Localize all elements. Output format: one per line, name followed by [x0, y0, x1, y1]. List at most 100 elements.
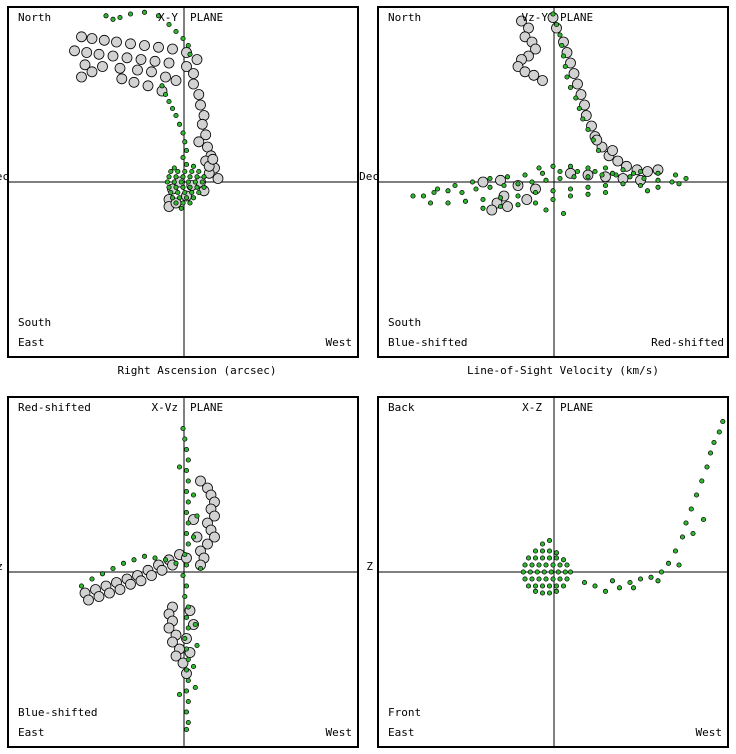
star-particle-point: [155, 13, 162, 19]
star-particle-point: [543, 562, 549, 568]
star-particle-point: [89, 576, 95, 582]
star-particle-point: [655, 578, 661, 584]
star-particle-point: [504, 174, 511, 180]
cloud-particle-point: [195, 475, 206, 487]
panel-plane-label: X-Vz: [152, 401, 179, 414]
star-particle-point: [641, 175, 647, 182]
panel-plane-label: X-Z: [522, 401, 542, 414]
star-particle-point: [546, 548, 553, 554]
cloud-particle-point: [98, 34, 110, 46]
cloud-particle-point: [86, 66, 98, 78]
star-particle-point: [189, 168, 195, 175]
cloud-particle-point: [116, 73, 128, 85]
cloud-particle-point: [97, 61, 108, 72]
star-particle-point: [553, 555, 560, 561]
star-particle-point: [410, 193, 416, 199]
cloud-particle-point: [170, 75, 182, 86]
star-particle-point: [543, 207, 549, 213]
star-particle-point: [168, 168, 174, 175]
star-particle-point: [192, 684, 198, 691]
panel-plane-word: PLANE: [190, 11, 223, 24]
star-particle-point: [539, 548, 546, 554]
cloud-particle-point: [486, 204, 498, 216]
star-particle-point: [462, 198, 469, 204]
star-particle-point: [555, 569, 561, 575]
star-particle-point: [194, 174, 200, 180]
star-particle-point: [693, 492, 700, 498]
cloud-particle-point: [149, 55, 161, 67]
cloud-particle-point: [193, 136, 205, 148]
cloud-particle-point: [128, 76, 140, 88]
cloud-particle-point: [114, 62, 126, 74]
star-particle-point: [183, 446, 190, 453]
star-particle-point: [469, 179, 476, 185]
star-particle-point: [190, 195, 197, 201]
panel-bottom-left-upper-label: South: [388, 316, 421, 329]
star-particle-point: [192, 621, 198, 628]
x-z-plane-panel: Back X-Z PLANE Z Front East West: [366, 396, 729, 748]
star-particle-point: [159, 83, 165, 89]
cloud-particle-point: [207, 153, 219, 165]
star-particle-point: [185, 604, 191, 610]
star-particle-point: [180, 572, 186, 579]
star-particle-point: [592, 168, 598, 175]
star-particle-point: [655, 177, 661, 183]
star-particle-point: [183, 688, 190, 694]
star-particle-point: [532, 200, 539, 206]
cloud-particle-point: [167, 43, 178, 55]
star-particle-point: [679, 534, 686, 540]
star-particle-point: [539, 590, 546, 596]
panel-top-left-label: Back: [388, 401, 415, 414]
star-particle-point: [445, 188, 451, 194]
star-particle-point: [564, 562, 570, 568]
star-particle-point: [539, 541, 546, 547]
star-particle-point: [183, 467, 190, 474]
star-particle-point: [152, 555, 158, 561]
cloud-particle-point: [142, 80, 154, 92]
star-particle-point: [627, 579, 633, 586]
cloud-particle-point: [167, 636, 178, 648]
star-particle-point: [187, 174, 193, 180]
cloud-particle-point: [156, 564, 168, 576]
star-particle-point: [560, 583, 567, 589]
star-particle-point: [525, 555, 532, 561]
star-particle-point: [676, 562, 682, 568]
cloud-particle-point: [125, 38, 136, 50]
cloud-particle-point: [537, 75, 548, 86]
star-particle-point: [559, 42, 565, 49]
panel-bottom-left-upper-label: Blue-shifted: [18, 706, 97, 719]
star-particle-point: [190, 163, 197, 169]
star-particle-point: [192, 179, 198, 185]
star-particle-point: [183, 726, 190, 733]
star-particle-point: [103, 13, 109, 19]
star-particle-point: [185, 478, 191, 484]
star-particle-point: [173, 184, 179, 190]
star-particle-point: [452, 182, 458, 189]
star-particle-point: [497, 203, 504, 210]
cloud-particle-point: [135, 575, 147, 587]
star-particle-point: [473, 186, 479, 192]
star-particle-point: [185, 499, 191, 505]
star-particle-point: [183, 195, 190, 201]
star-particle-point: [515, 193, 521, 199]
cloud-particle-point: [86, 33, 98, 44]
panel-bottom-left-label: East: [388, 726, 415, 739]
star-particle-point: [173, 200, 179, 206]
star-particle-point: [201, 174, 207, 180]
star-particle-point: [571, 174, 577, 180]
star-particle-point: [185, 656, 191, 663]
star-particle-point: [162, 557, 169, 563]
star-particle-point: [525, 583, 532, 589]
star-particle-point: [459, 189, 465, 196]
star-particle-point: [550, 188, 556, 194]
star-particle-point: [595, 147, 602, 154]
star-particle-point: [580, 116, 586, 122]
star-particle-point: [176, 464, 183, 470]
star-particle-point: [182, 551, 188, 558]
star-particle-point: [557, 175, 563, 182]
star-particle-point: [616, 585, 623, 591]
star-particle-point: [185, 698, 191, 705]
star-particle-point: [590, 137, 596, 143]
star-particle-point: [581, 579, 588, 586]
